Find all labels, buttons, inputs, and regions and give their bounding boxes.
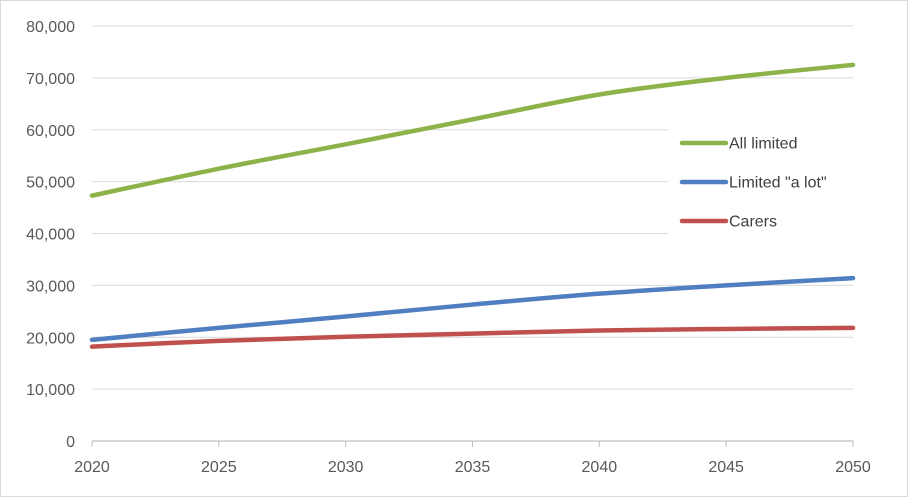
x-tick-label: 2020 <box>74 459 110 476</box>
axes <box>91 440 854 447</box>
legend-label-all-limited: All limited <box>729 136 797 153</box>
x-tick-label: 2045 <box>708 459 744 476</box>
y-tick-label: 40,000 <box>26 227 75 244</box>
x-tick-label: 2025 <box>201 459 237 476</box>
y-tick-label: 10,000 <box>26 382 75 399</box>
series-line-all-limited <box>89 62 856 198</box>
y-axis-tick-labels: 0 10,000 20,000 30,000 40,000 50,000 60,000 70,… <box>26 19 75 451</box>
series-line-limited-a-lot <box>89 275 856 343</box>
legend-label-carers: Carers <box>729 214 777 231</box>
y-tick-label: 20,000 <box>26 330 75 347</box>
y-tick-label: 70,000 <box>26 71 75 88</box>
x-tick-label: 2030 <box>328 459 364 476</box>
legend-label-limited-a-lot: Limited "a lot" <box>729 175 827 192</box>
series-lines <box>89 62 856 349</box>
y-tick-label: 80,000 <box>26 19 75 36</box>
series-line-carers <box>89 325 856 349</box>
legend: All limited Limited "a lot" Carers <box>668 115 868 235</box>
x-axis-tick-labels: 2020 2025 2030 2035 2040 2045 2050 <box>74 459 871 476</box>
x-tick-label: 2050 <box>835 459 871 476</box>
y-tick-label: 60,000 <box>26 123 75 140</box>
y-tick-label: 0 <box>66 434 75 451</box>
legend-background <box>668 115 868 235</box>
x-tick-label: 2035 <box>455 459 491 476</box>
y-tick-label: 50,000 <box>26 175 75 192</box>
y-tick-label: 30,000 <box>26 278 75 295</box>
x-tick-label: 2040 <box>582 459 618 476</box>
